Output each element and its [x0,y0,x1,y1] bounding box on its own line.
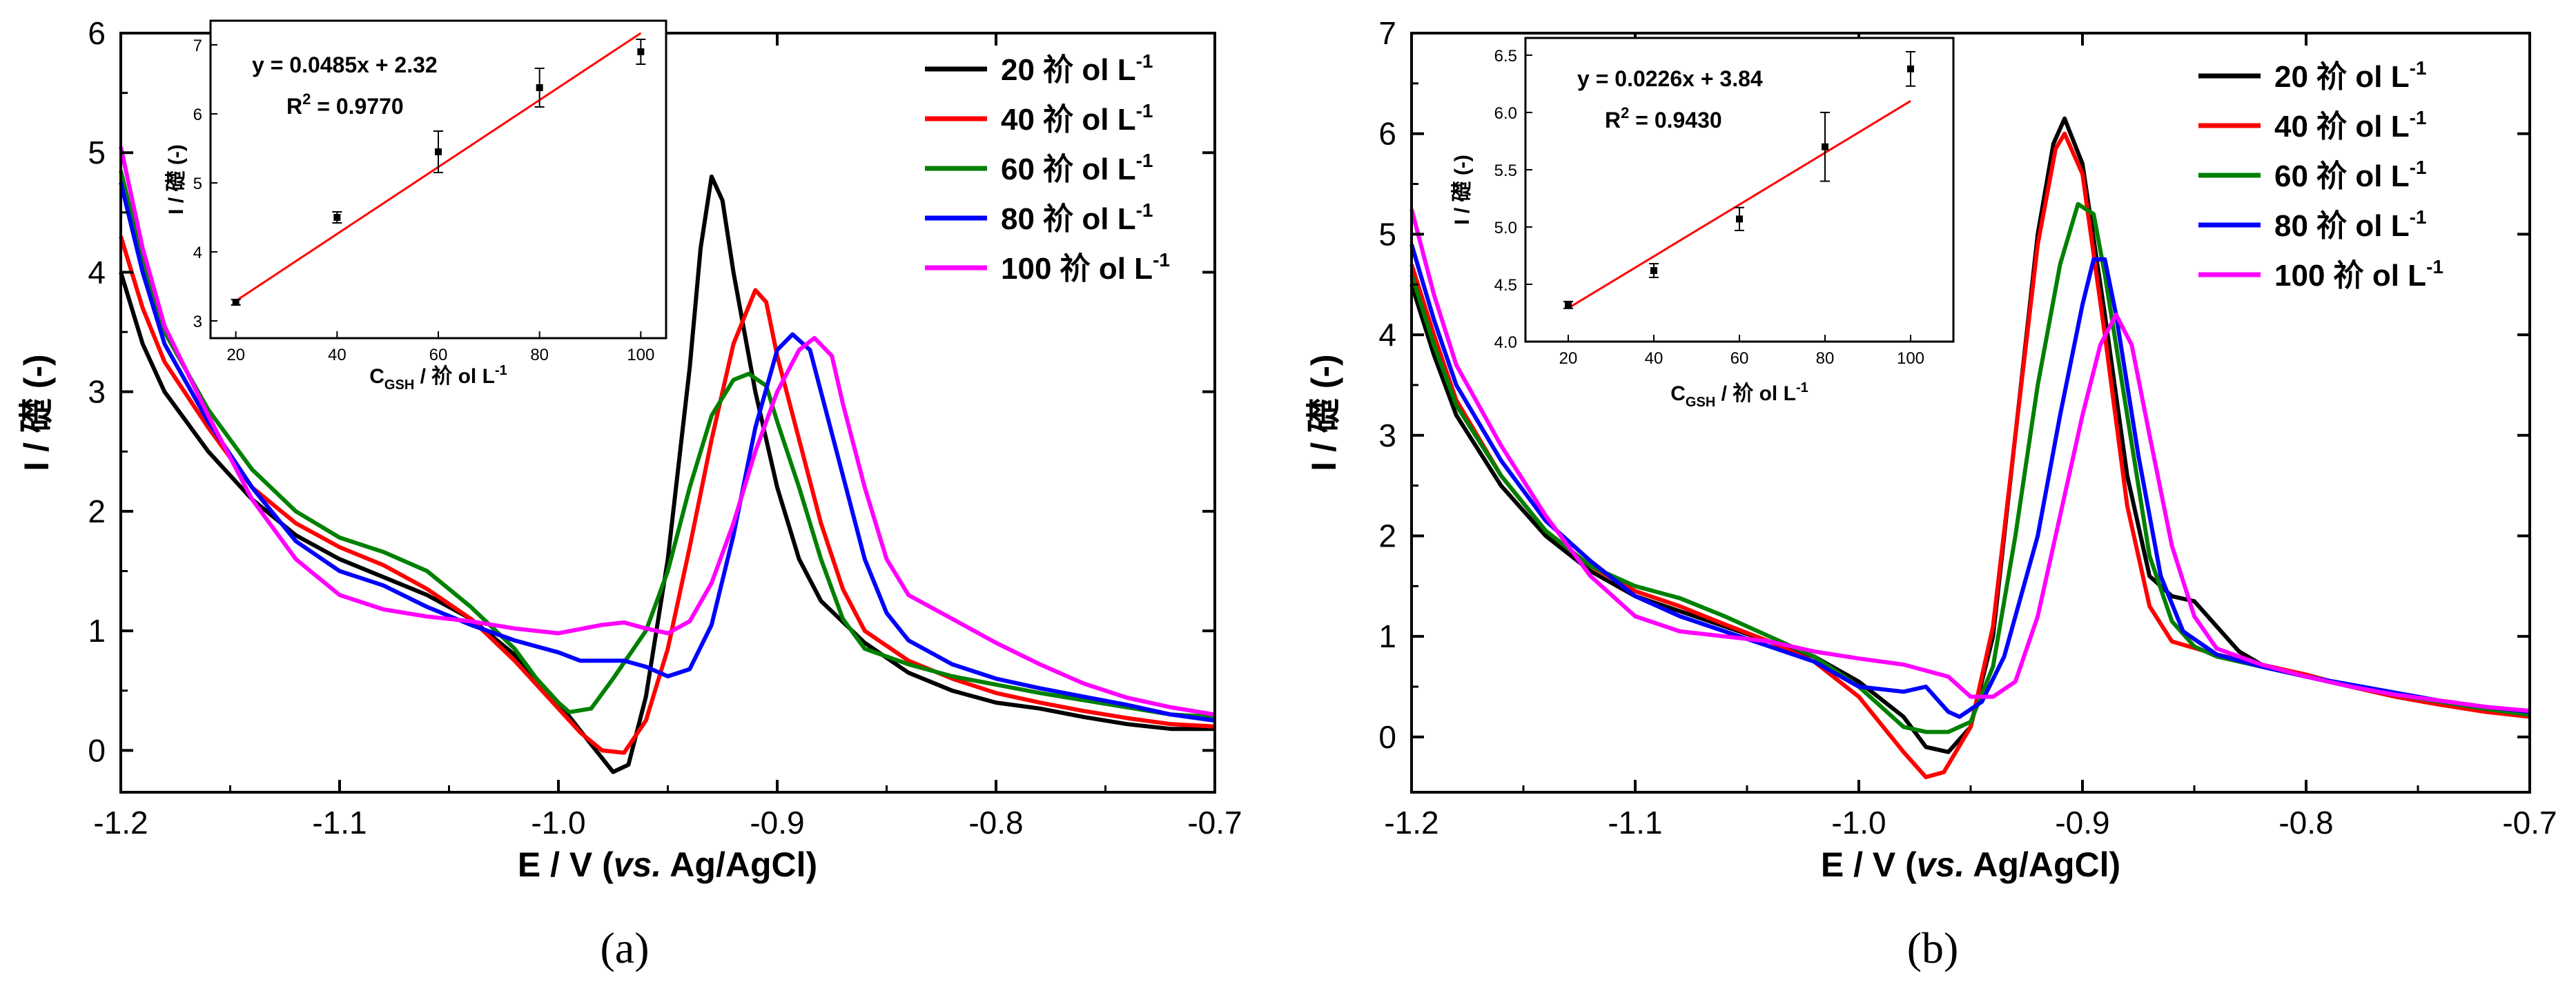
panel-b-inset-y-tick-label: 4.0 [1494,333,1517,352]
panel-a-inset-point [637,48,645,55]
panel-b-y-axis-label: I / 礎 (-) [1305,354,1343,471]
panel-b-label: (b) [1907,923,1959,972]
panel-b-inset-y-label: I / 礎 (-) [1451,155,1474,225]
panel-b-inset-x-tick-label: 100 [1897,349,1924,368]
panel-a-legend-label-2: 40 祄 ol L-1 [1001,100,1153,137]
panel-b-inset-y-tick-label: 6.0 [1494,104,1517,123]
panel-a-series-line-3 [119,170,1216,719]
panel-b-inset-y-tick-label: 4.5 [1494,276,1517,295]
panel-b-y-tick-label: 4 [1378,317,1396,353]
panel-b-inset-r2: R2 = 0.9430 [1605,104,1722,133]
panel-a-inset-y-tick-label: 4 [193,244,202,262]
panel-a-series-line-2 [119,235,1216,755]
panel-a-y-axis-label: I / 礎 (-) [17,354,56,471]
panel-b-inset-y-tick-label: 5.5 [1494,161,1517,180]
panel-a-inset-y-label: I / 礎 (-) [165,144,188,215]
panel-b-inset-point [1650,267,1657,275]
panel-a-label: (a) [600,923,649,972]
panel-a-inset-x-tick-label: 40 [328,346,347,364]
panel-b-y-tick-label: 1 [1378,618,1396,654]
panel-b-inset-x-label: CGSH / 祄 ol L-1 [1670,380,1808,410]
panel-a-legend: 20 祄 ol L-1 40 祄 ol L-1 60 祄 ol L-1 80 祄 ol… [925,50,1170,286]
panel-b-y-tick-label: 3 [1378,418,1396,453]
panel-b-inset-x-tick-label: 60 [1730,349,1749,368]
panel-b-inset-point [1907,65,1914,72]
panel-a-legend-label-4: 80 祄 ol L-1 [1001,199,1153,236]
panel-b-y-tick-label: 6 [1378,116,1396,152]
panel-a-x-tick-label: -0.8 [968,805,1023,841]
panel-b-inset-equation: y = 0.0226x + 3.84 [1577,66,1763,91]
panel-a-y-tick-label: 3 [88,374,106,410]
panel-a-inset-equation: y = 0.0485x + 2.32 [252,52,438,77]
panel-b-x-tick-label: -1.2 [1384,805,1438,841]
panel-a-inset-point [435,148,442,155]
panel-a-series-line-5 [119,146,1216,717]
panel-a-inset-x-label: CGSH / 祄 ol L-1 [369,363,507,393]
panel-a-legend-label-1: 20 祄 ol L-1 [1001,50,1153,87]
panel-b-legend-label-2: 40 祄 ol L-1 [2274,107,2427,144]
panel-b-legend-label-4: 80 祄 ol L-1 [2274,206,2427,243]
panel-b: -1.2 -1.1 -1.0 -0.9 -0.8 -0.7 0 1 2 3 4 5 6 7 E / V … [1305,15,2557,972]
panel-a-x-tick-label: -1.1 [312,805,367,841]
panel-b-inset-x-tick-label: 20 [1559,349,1578,368]
panel-a-legend-label-5: 100 祄 ol L-1 [1001,249,1170,286]
panel-b-inset-fit-line [1568,100,1911,309]
panel-a-series-line-4 [119,181,1216,723]
panel-a-inset-point [536,84,543,91]
panel-b-y-tick-label: 0 [1378,719,1396,755]
panel-a-series-line-1 [119,174,1215,774]
panel-b-x-axis-label: E / V (vs. Ag/AgCl) [1821,845,2120,884]
panel-b-series-line-5 [1409,208,2530,713]
panel-b-inset-x-tick-label: 40 [1645,349,1663,368]
panel-b-x-tick-label: -1.1 [1608,805,1662,841]
panel-a-inset-x-tick-label: 60 [429,346,448,364]
panel-a-y-tick-label: 6 [88,15,106,51]
panel-a-y-tick-label: 1 [88,613,106,649]
panel-b-inset-y-tick-label: 6.5 [1494,47,1517,66]
panel-a: -1.2 -1.1 -1.0 -0.9 -0.8 -0.7 0 1 2 3 4 5 6 E / V (… [17,15,1242,972]
panel-b-inset: 20 40 60 80 100 4.0 4.5 5.0 5.5 6.0 6.5 y = 0.022… [1451,37,1955,410]
panel-b-legend-label-1: 20 祄 ol L-1 [2274,57,2427,94]
panel-b-x-tick-label: -1.0 [1831,805,1886,841]
panel-a-inset-background [211,21,666,338]
panel-a-x-tick-label: -1.2 [93,805,148,841]
panel-b-inset-y-tick-label: 5.0 [1494,219,1517,237]
panel-a-legend-label-3: 60 祄 ol L-1 [1001,150,1153,186]
panel-a-inset-point [333,214,341,221]
panel-a-y-tick-label: 4 [88,254,106,290]
panel-b-y-tick-label: 5 [1378,216,1396,252]
panel-b-inset-point [1736,215,1743,223]
panel-a-inset-point [232,299,240,306]
panel-a-inset-x-tick-label: 20 [226,346,245,364]
panel-a-x-axis-label: E / V (vs. Ag/AgCl) [518,845,817,884]
panel-b-inset-point [1822,143,1828,150]
panel-a-inset-x-tick-label: 100 [627,346,654,364]
panel-b-x-tick-label: -0.8 [2279,805,2333,841]
panel-a-y-tick-label: 5 [88,135,106,170]
panel-b-legend: 20 祄 ol L-1 40 祄 ol L-1 60 祄 ol L-1 80 祄 ol… [2198,57,2443,293]
panel-b-legend-label-5: 100 祄 ol L-1 [2274,256,2443,293]
panel-b-inset-point [1565,301,1572,308]
panel-a-x-tick-label: -0.7 [1187,805,1242,841]
panel-a-inset-y-tick-label: 6 [193,106,202,124]
panel-b-legend-label-3: 60 祄 ol L-1 [2274,157,2427,193]
panel-b-y-tick-label: 2 [1378,518,1396,553]
panel-a-inset-x-tick-label: 80 [530,346,549,364]
panel-a-inset-r2: R2 = 0.9770 [286,90,404,119]
panel-b-inset-x-tick-label: 80 [1816,349,1835,368]
panel-a-y-tick-label: 2 [88,493,106,529]
panel-a-y-tick-label: 0 [88,732,106,768]
panel-a-inset-y-tick-label: 3 [193,313,202,331]
panel-b-x-tick-label: -0.7 [2502,805,2557,841]
panel-a-inset-y-tick-label: 7 [193,37,202,55]
panel-b-x-tick-label: -0.9 [2055,805,2109,841]
panel-a-inset: 20 40 60 80 100 3 4 5 6 7 y = 0.0485x + 2.32 R2 … [165,19,667,393]
panel-a-x-tick-label: -0.9 [750,805,804,841]
panel-b-y-tick-label: 7 [1378,15,1396,51]
panel-a-inset-y-tick-label: 5 [193,175,202,193]
panel-a-x-tick-label: -1.0 [531,805,585,841]
